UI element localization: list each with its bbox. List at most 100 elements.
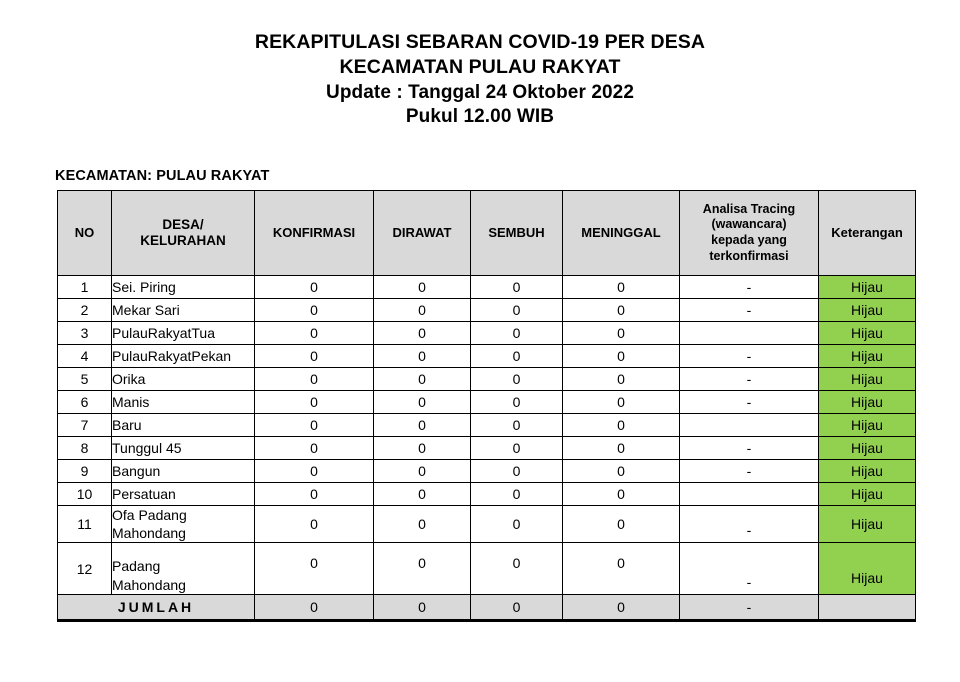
row-desa-name: Ofa Padang Mahondang: [111, 504, 255, 544]
row-sembuh: 0: [470, 459, 563, 483]
row-desa-name: Orika: [111, 367, 255, 391]
row-desa-line1: Sei. Piring: [112, 279, 176, 295]
table-row: 3 PulauRakyatTua 0 0 0 0 Hijau: [57, 321, 916, 345]
row-desa-line1: Orika: [112, 371, 146, 387]
column-header-analisa-line4: terkonfirmasi: [709, 248, 789, 263]
row-number: 9: [57, 459, 112, 483]
row-desa-name: Padang Mahondang: [111, 542, 255, 595]
row-dirawat: 0: [373, 321, 471, 345]
row-konfirmasi: 0: [254, 459, 374, 483]
row-status-badge: Hijau: [818, 436, 916, 460]
row-sembuh: 0: [470, 298, 563, 322]
row-status-badge: Hijau: [818, 275, 916, 299]
row-status-badge: Hijau: [818, 459, 916, 483]
row-analisa-tracing: -: [679, 542, 819, 595]
page-title-line-3: Update : Tanggal 24 Oktober 2022: [326, 81, 634, 103]
row-sembuh: 0: [470, 367, 563, 391]
row-number: 11: [57, 504, 112, 544]
row-desa-line1: Padang: [112, 558, 161, 575]
row-analisa-tracing: -: [679, 275, 819, 299]
table-body: 1 Sei. Piring 0 0 0 0- Hijau 2 Mekar Sari 0 0 0 0- Hi…: [57, 275, 916, 622]
row-desa-line1: Baru: [112, 417, 142, 433]
table-row: 6 Manis 0 0 0 0- Hijau: [57, 390, 916, 414]
row-analisa-tracing: -: [679, 367, 819, 391]
row-desa-line1: Manis: [112, 394, 150, 410]
column-header-analisa-line3: kepada yang: [711, 233, 787, 247]
row-konfirmasi: 0: [254, 298, 374, 322]
row-sembuh: 0: [470, 275, 563, 299]
row-desa-line2: Mahondang: [112, 576, 186, 593]
row-meninggal: 0: [562, 321, 680, 345]
row-number: 10: [57, 482, 112, 506]
row-konfirmasi: 0: [254, 275, 374, 299]
covid-recap-table: NO DESA/ KELURAHAN KONFIRMASI DIRAWAT SE…: [57, 190, 916, 622]
row-sembuh: 0: [470, 344, 563, 368]
row-meninggal: 0: [562, 367, 680, 391]
row-dirawat: 0: [373, 542, 471, 595]
total-label: JUMLAH: [57, 593, 255, 622]
row-dirawat: 0: [373, 275, 471, 299]
row-meninggal: 0: [562, 413, 680, 437]
table-header-row: NO DESA/ KELURAHAN KONFIRMASI DIRAWAT SE…: [57, 190, 916, 276]
row-sembuh: 0: [470, 482, 563, 506]
row-status-badge: Hijau: [818, 321, 916, 345]
row-analisa-tracing: -: [679, 504, 819, 544]
row-analisa-tracing: [679, 413, 819, 437]
row-meninggal: 0: [562, 504, 680, 544]
row-desa-line1: PulauRakyatTua: [112, 325, 215, 341]
row-analisa-tracing: -: [679, 390, 819, 414]
table-row: 7 Baru 0 0 0 0 Hijau: [57, 413, 916, 437]
row-number: 6: [57, 390, 112, 414]
row-number: 5: [57, 367, 112, 391]
row-meninggal: 0: [562, 275, 680, 299]
row-konfirmasi: 0: [254, 413, 374, 437]
row-meninggal: 0: [562, 459, 680, 483]
row-sembuh: 0: [470, 504, 563, 544]
table-header: NO DESA/ KELURAHAN KONFIRMASI DIRAWAT SE…: [57, 190, 916, 276]
row-dirawat: 0: [373, 367, 471, 391]
kecamatan-label: KECAMATAN: PULAU RAKYAT: [55, 168, 270, 184]
row-desa-name: PulauRakyatPekan: [111, 344, 255, 368]
page-title-line-4: Pukul 12.00 WIB: [405, 106, 555, 128]
table-row: 11 Ofa Padang Mahondang 0 0 0 0- Hijau: [57, 504, 916, 544]
total-keterangan: [818, 593, 916, 622]
row-status-badge: Hijau: [818, 504, 916, 544]
row-dirawat: 0: [373, 482, 471, 506]
column-header-desa-line1: DESA/: [162, 217, 204, 233]
table-row: 2 Mekar Sari 0 0 0 0- Hijau: [57, 298, 916, 322]
row-dirawat: 0: [373, 298, 471, 322]
column-header-desa-line2: KELURAHAN: [140, 233, 226, 248]
row-status-badge: Hijau: [818, 367, 916, 391]
row-desa-name: Tunggul 45: [111, 436, 255, 460]
column-header-keterangan: Keterangan: [818, 190, 916, 276]
row-sembuh: 0: [470, 390, 563, 414]
column-header-analisa-line1: Analisa Tracing: [702, 201, 796, 216]
row-konfirmasi: 0: [254, 542, 374, 595]
row-desa-name: Baru: [111, 413, 255, 437]
total-konfirmasi: 0: [254, 593, 374, 622]
row-desa-line1: Bangun: [112, 463, 161, 479]
total-meninggal: 0: [562, 593, 680, 622]
row-number: 1: [57, 275, 112, 299]
table-total-row: JUMLAH 0 0 0 0-: [57, 593, 916, 622]
row-konfirmasi: 0: [254, 367, 374, 391]
recap-table-container: NO DESA/ KELURAHAN KONFIRMASI DIRAWAT SE…: [57, 190, 916, 622]
row-desa-line2: Mahondang: [112, 525, 186, 542]
row-status-badge: Hijau: [818, 390, 916, 414]
row-desa-line1: Ofa Padang: [112, 507, 187, 523]
row-number: 2: [57, 298, 112, 322]
row-meninggal: 0: [562, 436, 680, 460]
column-header-konfirmasi: KONFIRMASI: [254, 190, 374, 276]
table-row: 10 Persatuan 0 0 0 0 Hijau: [57, 482, 916, 506]
column-header-no: NO: [57, 190, 112, 276]
table-row: 12 Padang Mahondang 0 0 0 0- Hijau: [57, 542, 916, 595]
row-number: 8: [57, 436, 112, 460]
total-dirawat: 0: [373, 593, 471, 622]
row-desa-line1: Mekar Sari: [112, 302, 180, 318]
row-konfirmasi: 0: [254, 344, 374, 368]
row-meninggal: 0: [562, 390, 680, 414]
row-konfirmasi: 0: [254, 436, 374, 460]
page-title-line-2: KECAMATAN PULAU RAKYAT: [339, 56, 621, 79]
row-sembuh: 0: [470, 413, 563, 437]
